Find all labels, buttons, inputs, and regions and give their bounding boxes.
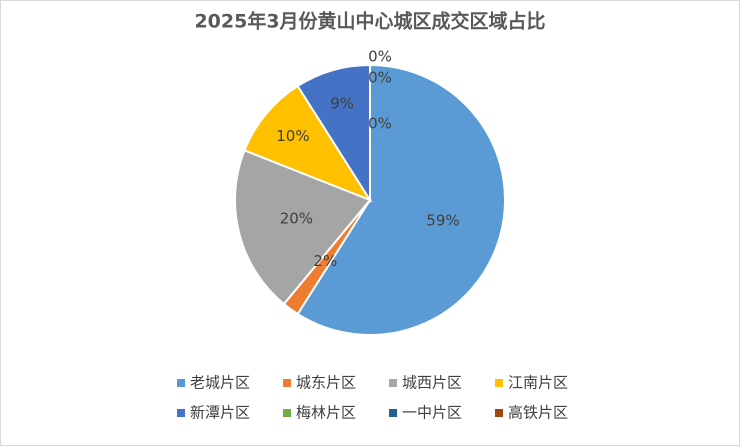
legend-label: 一中片区 [402,404,462,422]
data-label: 10% [276,127,309,145]
legend-swatch [495,379,503,387]
legend-swatch [389,379,397,387]
legend-label: 老城片区 [190,374,250,392]
data-label: 0% [368,69,392,87]
legend-label: 江南片区 [508,374,568,392]
legend-swatch [283,409,291,417]
data-label: 59% [426,212,459,230]
legend-swatch [283,379,291,387]
pie-slice [296,63,506,336]
legend-label: 高铁片区 [508,404,568,422]
data-label: 0% [368,115,392,133]
data-label: 9% [330,94,354,112]
data-label: 2% [313,252,337,270]
chart-title: 2025年3月份黄山中心城区成交区域占比 [194,10,545,33]
data-label: 0% [368,48,392,66]
legend-swatch [389,409,397,417]
pie-slice [243,84,373,203]
legend-swatch [495,409,503,417]
legend-swatch [177,379,185,387]
data-label: 20% [280,209,313,227]
legend-label: 新潭片区 [190,404,250,422]
legend-swatch [177,409,185,417]
pie-slice [234,149,372,306]
legend-label: 城西片区 [402,374,462,392]
legend-label: 城东片区 [296,374,356,392]
legend-label: 梅林片区 [296,404,356,422]
